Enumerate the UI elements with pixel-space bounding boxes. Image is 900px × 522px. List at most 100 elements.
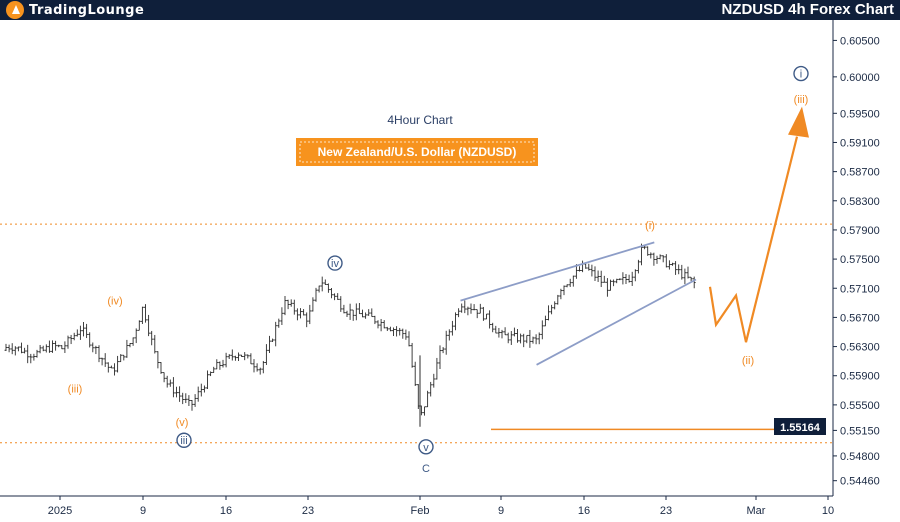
ohlc-bar (509, 331, 513, 345)
ohlc-bar (683, 268, 687, 285)
ohlc-bar (339, 296, 343, 312)
ohlc-bar (438, 345, 442, 370)
ohlc-bar (320, 276, 324, 292)
ohlc-bar (147, 314, 151, 337)
ohlc-bar (271, 338, 275, 343)
ohlc-bar (447, 329, 451, 341)
ohlc-bar (47, 340, 51, 353)
ohlc-bar (202, 385, 206, 393)
ohlc-bar (190, 400, 194, 411)
ohlc-bar (661, 255, 665, 263)
ohlc-bar (621, 272, 625, 285)
y-tick-label: 0.54800 (840, 451, 880, 463)
ohlc-bar (382, 320, 386, 329)
ohlc-bar (689, 276, 693, 282)
ohlc-bar (398, 327, 402, 336)
ohlc-bar (144, 304, 147, 323)
ohlc-bar (187, 395, 191, 406)
wave-label-circle (327, 255, 343, 271)
ohlc-bar (581, 260, 585, 273)
ohlc-bar (227, 354, 231, 359)
wave-label: (i) (645, 220, 655, 232)
ohlc-bar (153, 334, 157, 354)
ohlc-bar (209, 371, 213, 377)
ohlc-bar (277, 318, 281, 328)
ohlc-bar (159, 362, 163, 374)
ohlc-bar (686, 266, 690, 279)
ohlc-bar (292, 299, 296, 315)
x-tick-label: 2025 (48, 505, 72, 517)
y-tick-label: 0.57100 (840, 283, 880, 295)
logo-icon (6, 1, 24, 19)
y-tick-label: 0.54460 (840, 476, 880, 488)
brand-logo[interactable]: TradingLounge (6, 1, 144, 19)
ohlc-bar (491, 322, 495, 333)
projection-polyline (708, 136, 799, 343)
ohlc-bar (184, 393, 188, 404)
price-tag: 1.55164 (780, 422, 821, 434)
wave-label: (iii) (794, 94, 809, 106)
y-tick-label: 0.58300 (840, 196, 880, 208)
ohlc-bar (16, 346, 20, 352)
ohlc-bar (457, 308, 461, 318)
ohlc-bar (373, 315, 377, 325)
wave-label: iii (180, 435, 187, 447)
ohlc-bar (500, 329, 504, 339)
ohlc-bar (652, 252, 656, 266)
ohlc-bar (466, 306, 470, 316)
ohlc-bar (407, 331, 411, 347)
ohlc-bar (609, 279, 612, 291)
wave-label-circle (418, 439, 434, 455)
ohlc-bar (72, 332, 76, 341)
ohlc-bar (178, 386, 182, 402)
ohlc-bar (385, 326, 389, 332)
x-tick-label: 16 (578, 505, 590, 517)
ohlc-bar (565, 284, 569, 288)
ohlc-bar (109, 365, 113, 369)
ohlc-bar (392, 327, 395, 337)
ohlc-bar (10, 343, 14, 355)
ohlc-bar (388, 326, 392, 332)
ohlc-bar (333, 293, 337, 301)
ohlc-bar (32, 353, 36, 361)
ohlc-bar (584, 263, 588, 269)
price-tag-box (774, 418, 826, 435)
ohlc-bar (168, 379, 172, 387)
upper-channel-line (460, 241, 655, 302)
wave-label-circle (176, 432, 192, 448)
ohlc-bar (450, 320, 454, 336)
ohlc-bar (128, 343, 132, 348)
ohlc-bar (240, 354, 244, 357)
y-tick-label: 0.60500 (840, 35, 880, 47)
ohlc-bar (317, 285, 321, 293)
ohlc-bar (444, 330, 448, 355)
ohlc-bar (534, 334, 538, 345)
wave-label: (iv) (107, 295, 122, 307)
ohlc-bar (125, 339, 129, 358)
ohlc-bar (246, 354, 250, 359)
wave-labels: (iii) (iv) (v) iii iv vC (i) (ii) (iii) i (68, 65, 809, 475)
ohlc-bar (94, 345, 98, 355)
ohlc-bar (416, 383, 420, 409)
ohlc-bar (295, 308, 299, 321)
ohlc-bar (454, 312, 457, 331)
price-chart[interactable]: (iii) (iv) (v) iii iv vC (i) (ii) (iii) i 4Hour C… (0, 20, 900, 522)
ohlc-bar (264, 344, 268, 365)
ohlc-bar (51, 340, 54, 353)
ohlc-bar (85, 323, 89, 339)
x-tick-label: 9 (498, 505, 504, 517)
ohlc-bar (640, 243, 643, 266)
axes: 0.60500 0.60000 0.59500 0.59100 0.58700 0.583… (0, 20, 880, 517)
logo-text-part1: TradingLounge (29, 2, 145, 18)
ohlc-bar (361, 309, 364, 318)
wave-label: (v) (176, 417, 189, 429)
ohlc-bar (478, 303, 482, 314)
ohlc-bar (326, 283, 330, 293)
y-tick-label: 0.56700 (840, 312, 880, 324)
ohlc-bar (23, 347, 27, 354)
ohlc-bar (494, 325, 498, 334)
ohlc-bar (206, 370, 209, 389)
ohlc-bar (550, 304, 554, 315)
ohlc-bar (75, 329, 79, 337)
ohlc-bar (525, 334, 529, 344)
